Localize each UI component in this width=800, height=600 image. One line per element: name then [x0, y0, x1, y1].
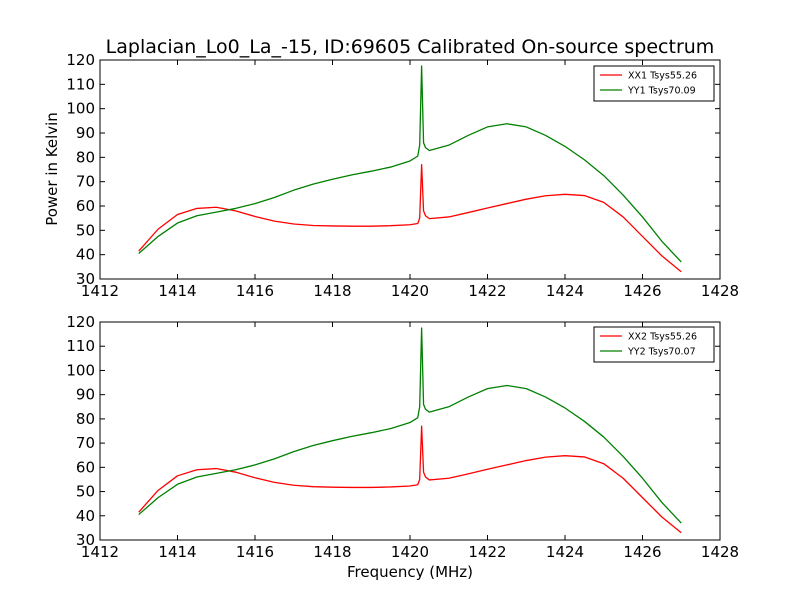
series-line-0-1 — [138, 65, 682, 263]
y-tick-label: 40 — [76, 246, 95, 264]
x-tick-label: 1428 — [701, 282, 739, 300]
y-tick-label: 90 — [76, 386, 95, 404]
y-tick-label: 90 — [76, 124, 95, 142]
series-line-0-0 — [138, 163, 682, 273]
x-tick-label: 1422 — [468, 543, 506, 561]
y-tick-label: 50 — [76, 221, 95, 239]
bottom-panel: 1412 1414 1416 1418 1420 1422 1424 1426 1428 30 40… — [66, 313, 739, 561]
y-tick-label: 100 — [66, 361, 95, 379]
x-tick-label: 1426 — [623, 543, 661, 561]
figure-title: Laplacian_Lo0_La_-15, ID:69605 Calibrate… — [106, 36, 715, 58]
x-tick-label: 1414 — [158, 543, 196, 561]
legend: XX2 Tsys55.26 YY2 Tsys70.07 — [593, 326, 715, 363]
y-tick-label: 50 — [76, 483, 95, 501]
series-line-1-1 — [138, 327, 682, 524]
x-tick-label: 1428 — [701, 543, 739, 561]
y-axis-label: Power in Kelvin — [43, 112, 61, 226]
x-axis-label: Frequency (MHz) — [347, 563, 473, 581]
x-tick-label: 1426 — [623, 282, 661, 300]
legend-box — [593, 65, 715, 102]
y-tick-label: 30 — [76, 531, 95, 549]
x-tick-label: 1424 — [546, 543, 584, 561]
y-tick-label: 40 — [76, 507, 95, 525]
legend-label: YY1 Tsys70.09 — [627, 86, 696, 97]
series-line-1-0 — [138, 425, 682, 534]
y-tick-label: 110 — [66, 337, 95, 355]
x-tick-label: 1424 — [546, 282, 584, 300]
y-tick-label: 80 — [76, 410, 95, 428]
y-tick-label: 60 — [76, 458, 95, 476]
x-tick-label: 1412 — [81, 543, 119, 561]
legend-box — [593, 326, 715, 363]
x-tick-label: 1420 — [391, 543, 429, 561]
x-tick-label: 1412 — [81, 282, 119, 300]
x-tick-label: 1420 — [391, 282, 429, 300]
x-tick-label: 1414 — [158, 282, 196, 300]
legend-label: XX1 Tsys55.26 — [628, 71, 697, 82]
x-tick-label: 1418 — [313, 282, 351, 300]
x-tick-label: 1416 — [236, 543, 274, 561]
x-tick-label: 1418 — [313, 543, 351, 561]
legend-label: XX2 Tsys55.26 — [628, 332, 697, 343]
x-tick-label: 1416 — [236, 282, 274, 300]
y-tick-label: 120 — [66, 313, 95, 331]
y-tick-label: 70 — [76, 173, 95, 191]
x-tick-label: 1422 — [468, 282, 506, 300]
top-panel: 1412 1414 1416 1418 1420 1422 1424 1426 1428 30 40… — [66, 51, 739, 300]
y-tick-label: 110 — [66, 75, 95, 93]
y-tick-label: 120 — [66, 51, 95, 69]
y-tick-label: 30 — [76, 270, 95, 288]
y-tick-label: 60 — [76, 197, 95, 215]
y-tick-label: 70 — [76, 434, 95, 452]
legend: XX1 Tsys55.26 YY1 Tsys70.09 — [593, 65, 715, 102]
y-tick-label: 100 — [66, 100, 95, 118]
y-tick-label: 80 — [76, 148, 95, 166]
legend-label: YY2 Tsys70.07 — [627, 347, 696, 358]
